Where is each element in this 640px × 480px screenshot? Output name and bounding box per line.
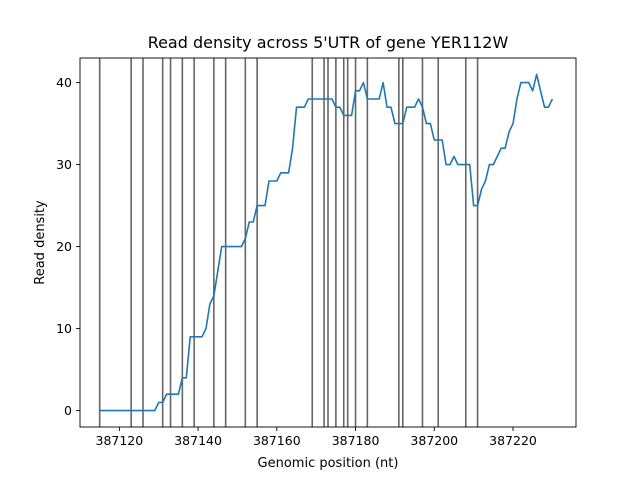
y-tick-label: 30 [56,157,72,172]
y-axis-label: Read density [33,200,48,285]
y-tick-label: 20 [56,239,72,254]
y-tick-label: 10 [56,321,72,336]
x-axis-label: Genomic position (nt) [258,456,399,471]
x-tick-label: 387160 [253,433,301,448]
plot-frame [79,57,577,428]
y-axis-ticks: 0 10 20 30 40 [56,75,80,418]
x-tick-label: 387180 [332,433,380,448]
chart-title: Read density across 5'UTR of gene YER112… [148,33,509,52]
series-line [99,73,554,412]
y-tick-label: 0 [64,403,72,418]
x-tick-label: 387120 [96,433,144,448]
x-tick-label: 387200 [410,433,458,448]
x-tick-label: 387140 [174,433,222,448]
x-axis-ticks: 387120 387140 387160 387180 387200 387220 [96,427,537,448]
vertical-lines [98,58,479,427]
x-tick-label: 387220 [489,433,537,448]
y-tick-label: 40 [56,75,72,90]
